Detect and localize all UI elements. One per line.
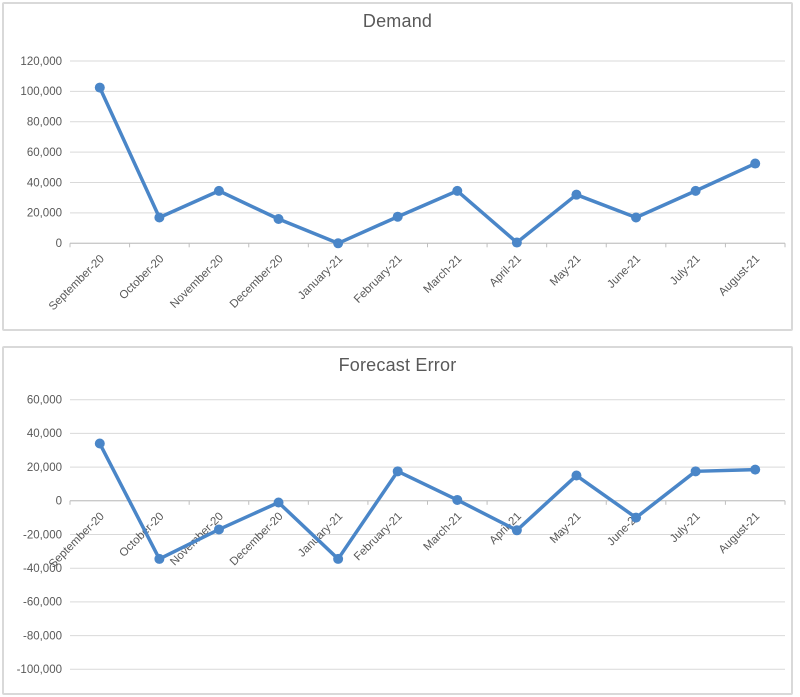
y-tick-label: 20,000: [27, 208, 62, 220]
category-label: December-20: [228, 510, 286, 568]
data-point-marker: [154, 212, 165, 223]
data-point-marker: [273, 213, 284, 224]
y-tick-label: 20,000: [27, 462, 62, 474]
data-point-marker: [154, 553, 165, 564]
forecast-error-chart-title: Forecast Error: [338, 355, 457, 375]
demand-chart-panel[interactable]: Demand 0 20,000 40,000 60,000 80,000 100,000 1…: [2, 2, 793, 331]
category-label: March-21: [422, 253, 465, 296]
data-point-marker: [452, 185, 463, 196]
series-line: [98, 441, 757, 561]
data-point-marker: [571, 470, 582, 481]
category-label: January-21: [296, 253, 345, 302]
data-point-marker: [750, 464, 761, 475]
data-point-marker: [392, 466, 403, 477]
category-label: May-21: [548, 510, 584, 546]
category-label: April-21: [487, 253, 524, 290]
data-point-marker: [94, 82, 105, 93]
y-tick-label: 40,000: [27, 177, 62, 189]
data-point-marker: [690, 185, 701, 196]
y-tick-label: -80,000: [23, 630, 62, 642]
category-label: May-21: [548, 253, 584, 289]
data-point-marker: [333, 238, 344, 249]
data-point-marker: [333, 553, 344, 564]
data-point-marker: [750, 158, 761, 169]
data-point-marker: [511, 237, 522, 248]
data-point-marker: [690, 466, 701, 477]
category-label: November-20: [168, 253, 226, 311]
y-tick-label: 60,000: [27, 394, 62, 406]
demand-chart-plot-area[interactable]: 0 20,000 40,000 60,000 80,000 100,000 120,000 S…: [4, 4, 791, 329]
category-label: July-21: [668, 253, 703, 288]
category-label: June-21: [605, 253, 643, 291]
category-label: October-20: [117, 510, 166, 559]
forecast-error-chart-plot-area[interactable]: -100,000 -80,000 -60,000 -40,000 -20,000 0 20,…: [4, 348, 791, 693]
y-tick-label: 0: [56, 238, 62, 250]
y-tick-label: -40,000: [23, 563, 62, 575]
category-label: February-21: [352, 253, 405, 306]
category-label: February-21: [352, 510, 405, 563]
forecast-error-chart-panel[interactable]: Forecast Error -100,000 -80,000 -60,000 -40…: [2, 346, 793, 695]
series-line: [98, 85, 757, 246]
data-point-marker: [213, 524, 224, 535]
category-label: March-21: [422, 510, 465, 553]
category-label: October-20: [117, 253, 166, 302]
data-point-marker: [392, 211, 403, 222]
category-label: August-21: [717, 253, 763, 299]
category-label: December-20: [228, 253, 286, 311]
y-tick-label: -60,000: [23, 597, 62, 609]
category-label: July-21: [668, 510, 703, 545]
data-point-marker: [273, 497, 284, 508]
data-point-marker: [571, 189, 582, 200]
y-tick-label: 40,000: [27, 428, 62, 440]
y-tick-label: -100,000: [17, 664, 62, 676]
data-point-marker: [631, 512, 642, 523]
data-point-marker: [94, 438, 105, 449]
data-point-marker: [452, 494, 463, 505]
category-label: September-20: [47, 253, 107, 313]
y-tick-label: 0: [56, 496, 62, 508]
category-label: August-21: [717, 510, 763, 556]
y-tick-label: -20,000: [23, 529, 62, 541]
category-label: January-21: [296, 510, 345, 559]
y-tick-label: 80,000: [27, 117, 62, 129]
data-point-marker: [511, 525, 522, 536]
data-point-marker: [213, 185, 224, 196]
demand-chart-title: Demand: [362, 11, 433, 31]
data-point-marker: [631, 212, 642, 223]
y-tick-label: 60,000: [27, 147, 62, 159]
y-tick-label: 100,000: [20, 86, 62, 98]
y-tick-label: 120,000: [20, 56, 62, 68]
